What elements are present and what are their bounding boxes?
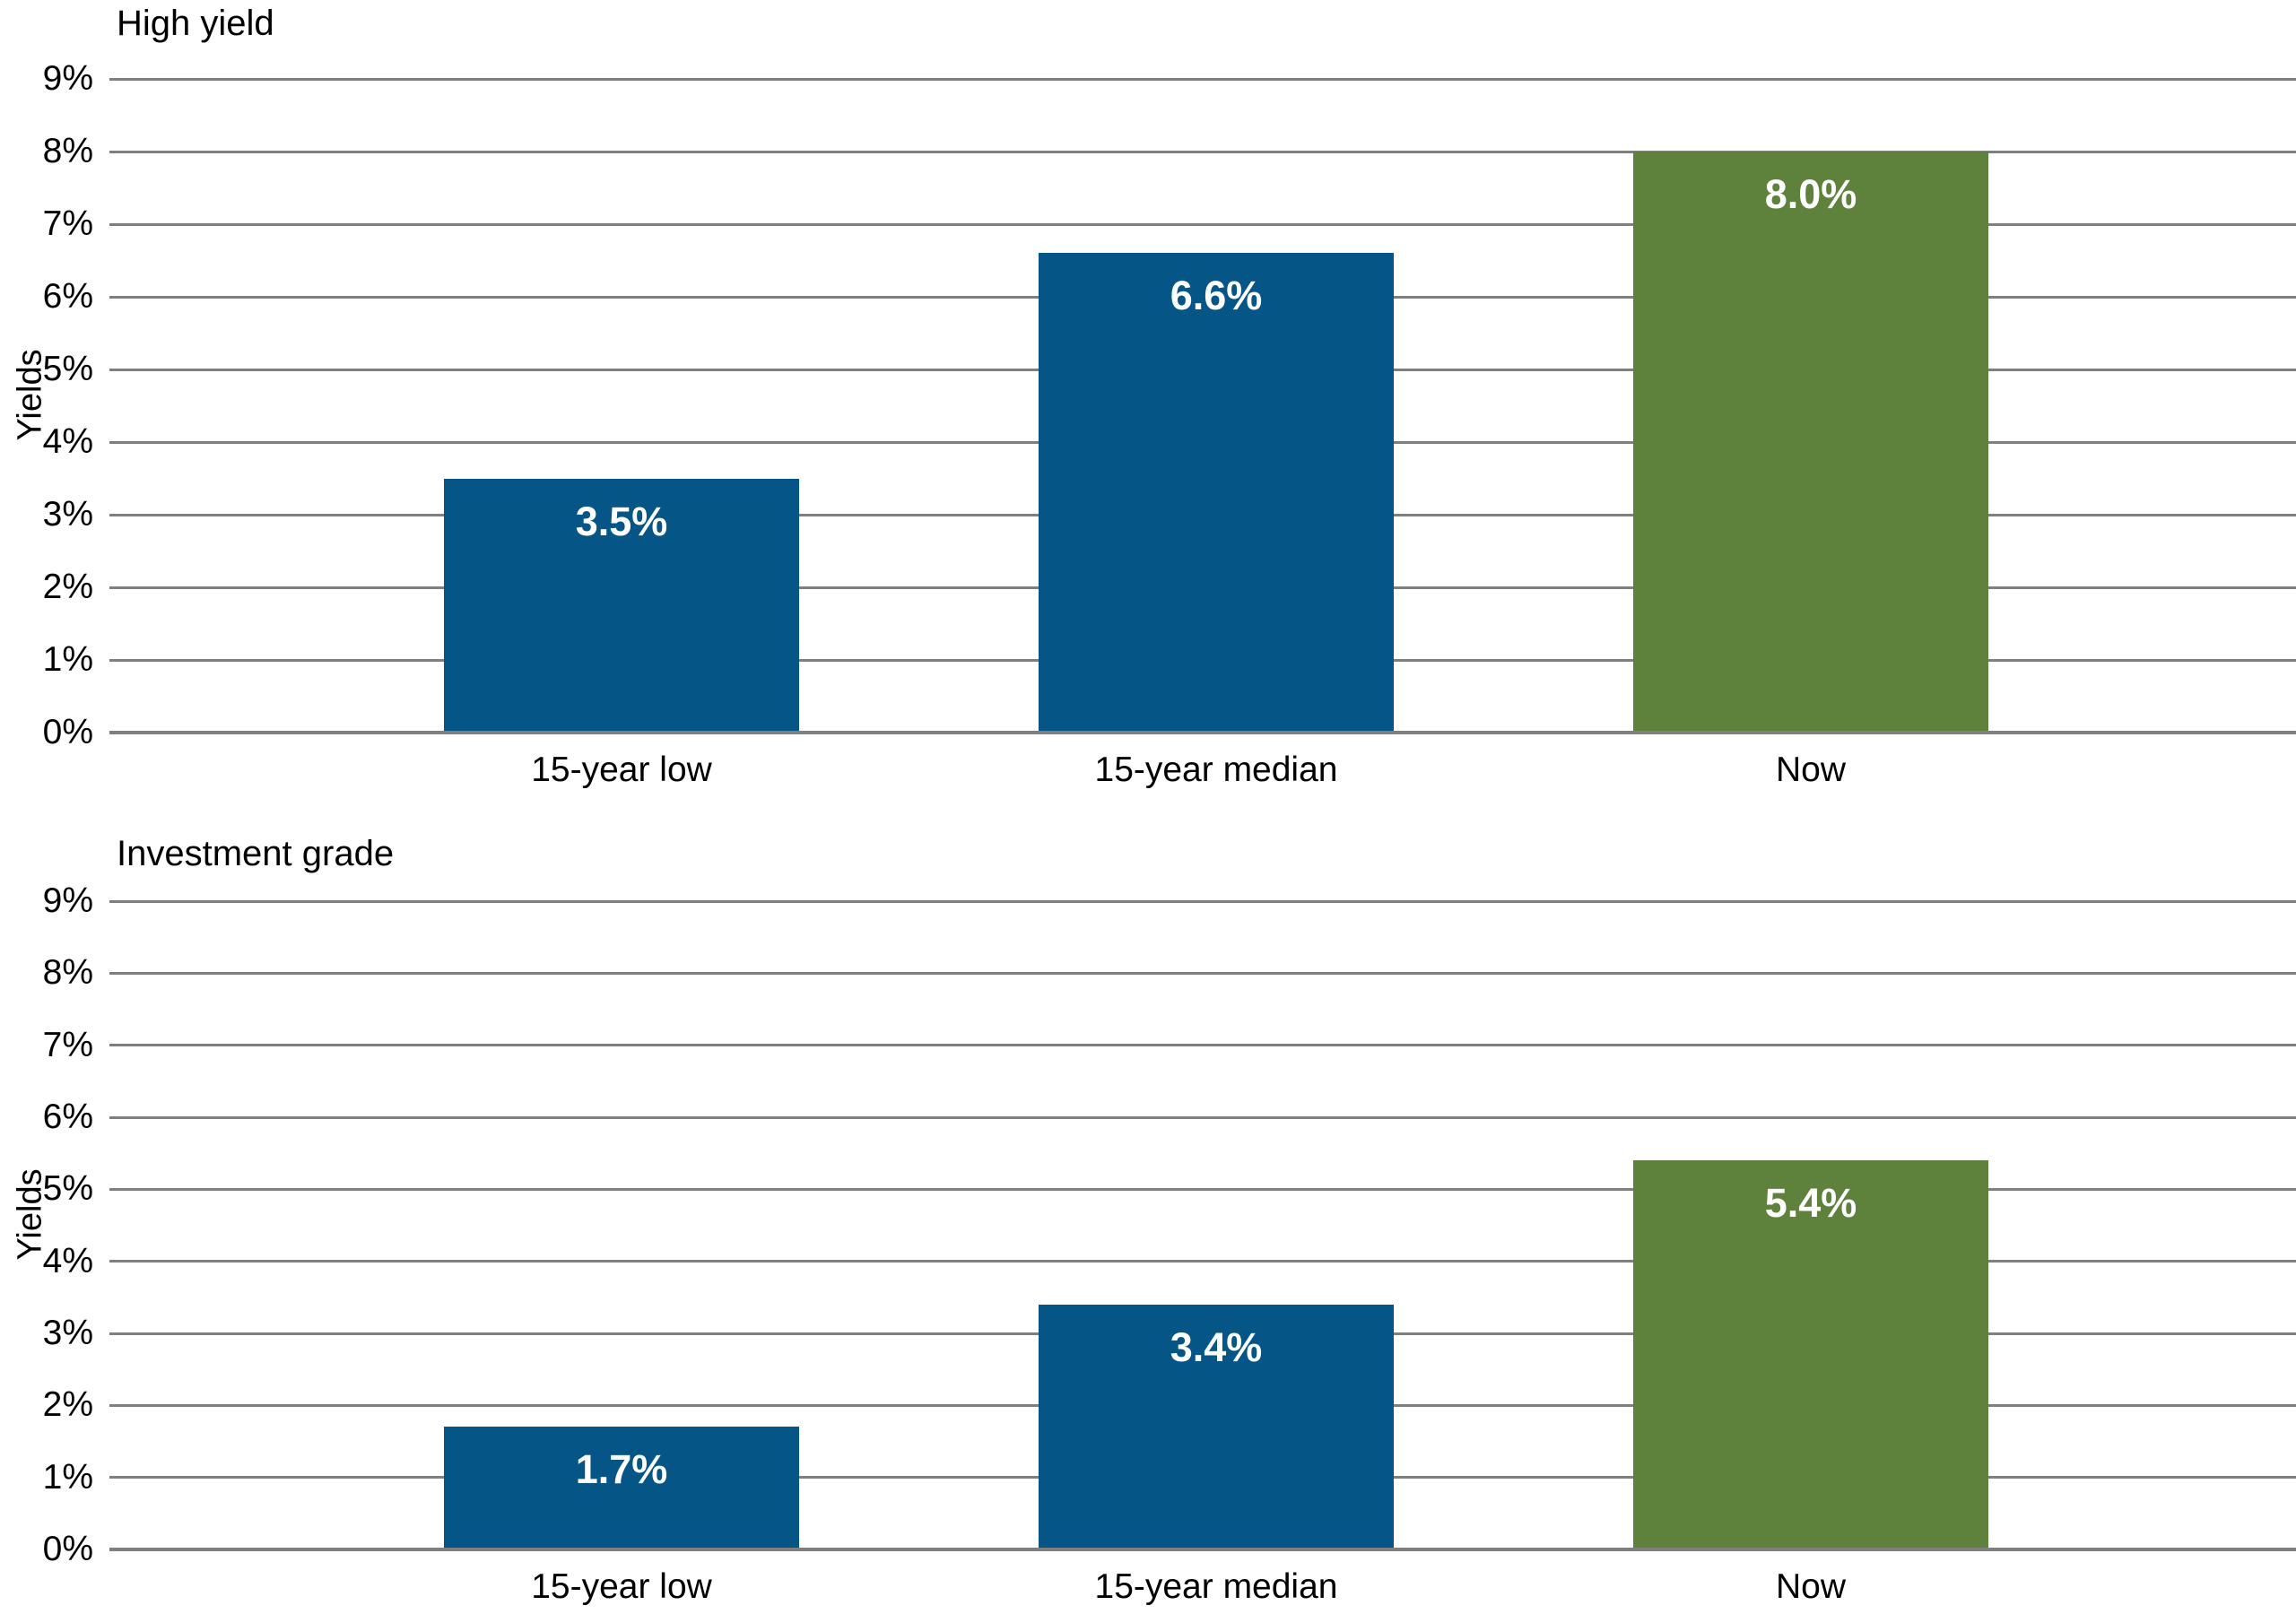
y-tick-label: 1% xyxy=(42,1457,93,1497)
bar-value-label: 1.7% xyxy=(575,1446,668,1493)
y-tick-label: 4% xyxy=(42,1241,93,1280)
gridline xyxy=(109,1044,2296,1047)
bar-value-label: 3.5% xyxy=(575,498,668,544)
bar-value-label: 5.4% xyxy=(1764,1180,1857,1227)
bar-15-year-low: 1.7% xyxy=(444,1427,799,1549)
y-tick-label: 3% xyxy=(42,495,93,534)
gridline xyxy=(109,1187,2296,1191)
x-axis-line xyxy=(109,1548,2296,1551)
y-tick-label: 2% xyxy=(42,568,93,606)
y-tick-label: 5% xyxy=(42,350,93,388)
chart-title: Investment grade xyxy=(117,834,395,873)
y-tick-label: 4% xyxy=(42,422,93,461)
y-tick-label: 0% xyxy=(42,1530,93,1568)
gridline xyxy=(109,1115,2296,1119)
y-tick-label: 1% xyxy=(42,640,93,679)
y-tick-label: 0% xyxy=(42,713,93,751)
chart-title: High yield xyxy=(117,4,274,43)
x-category-label: 15-year median xyxy=(1094,751,1338,789)
bar-now: 5.4% xyxy=(1633,1160,1988,1549)
bar-value-label: 8.0% xyxy=(1764,171,1857,217)
x-category-label: 15-year low xyxy=(531,751,712,789)
x-category-label: 15-year low xyxy=(531,1567,712,1606)
bar-now: 8.0% xyxy=(1633,152,1988,733)
y-tick-label: 9% xyxy=(42,881,93,920)
x-category-label: Now xyxy=(1775,751,1847,789)
y-tick-label: 7% xyxy=(42,204,93,243)
y-tick-label: 8% xyxy=(42,953,93,993)
bar-15-year-median: 3.4% xyxy=(1039,1304,1394,1549)
gridline xyxy=(109,150,2296,153)
y-tick-label: 2% xyxy=(42,1385,93,1425)
gridline xyxy=(109,971,2296,975)
bar-value-label: 6.6% xyxy=(1170,273,1263,319)
gridline xyxy=(109,77,2296,81)
gridline xyxy=(109,1260,2296,1263)
y-tick-label: 5% xyxy=(42,1169,93,1209)
gridline xyxy=(109,222,2296,226)
bar-15-year-low: 3.5% xyxy=(444,478,799,733)
x-category-label: Now xyxy=(1775,1567,1847,1606)
plot-area: 0% 1% 2% 3% 4% 5% 6% 7% 8% 9% 3.5% 15-year low 6.6% 1… xyxy=(0,59,2296,789)
y-tick-label: 6% xyxy=(42,1098,93,1136)
y-tick-label: 3% xyxy=(42,1314,93,1352)
plot-area: 0% 1% 2% 3% 4% 5% 6% 7% 8% 9% 1.7% 15-year low 3.4% 1… xyxy=(0,881,2296,1606)
bar-value-label: 3.4% xyxy=(1170,1323,1263,1370)
gridline xyxy=(109,899,2296,903)
x-axis-line xyxy=(109,731,2296,734)
y-tick-label: 8% xyxy=(42,132,93,170)
y-tick-label: 9% xyxy=(42,59,93,98)
x-category-label: 15-year median xyxy=(1094,1567,1338,1606)
y-tick-label: 7% xyxy=(42,1025,93,1064)
bar-15-year-median: 6.6% xyxy=(1039,253,1394,733)
y-tick-label: 6% xyxy=(42,277,93,316)
